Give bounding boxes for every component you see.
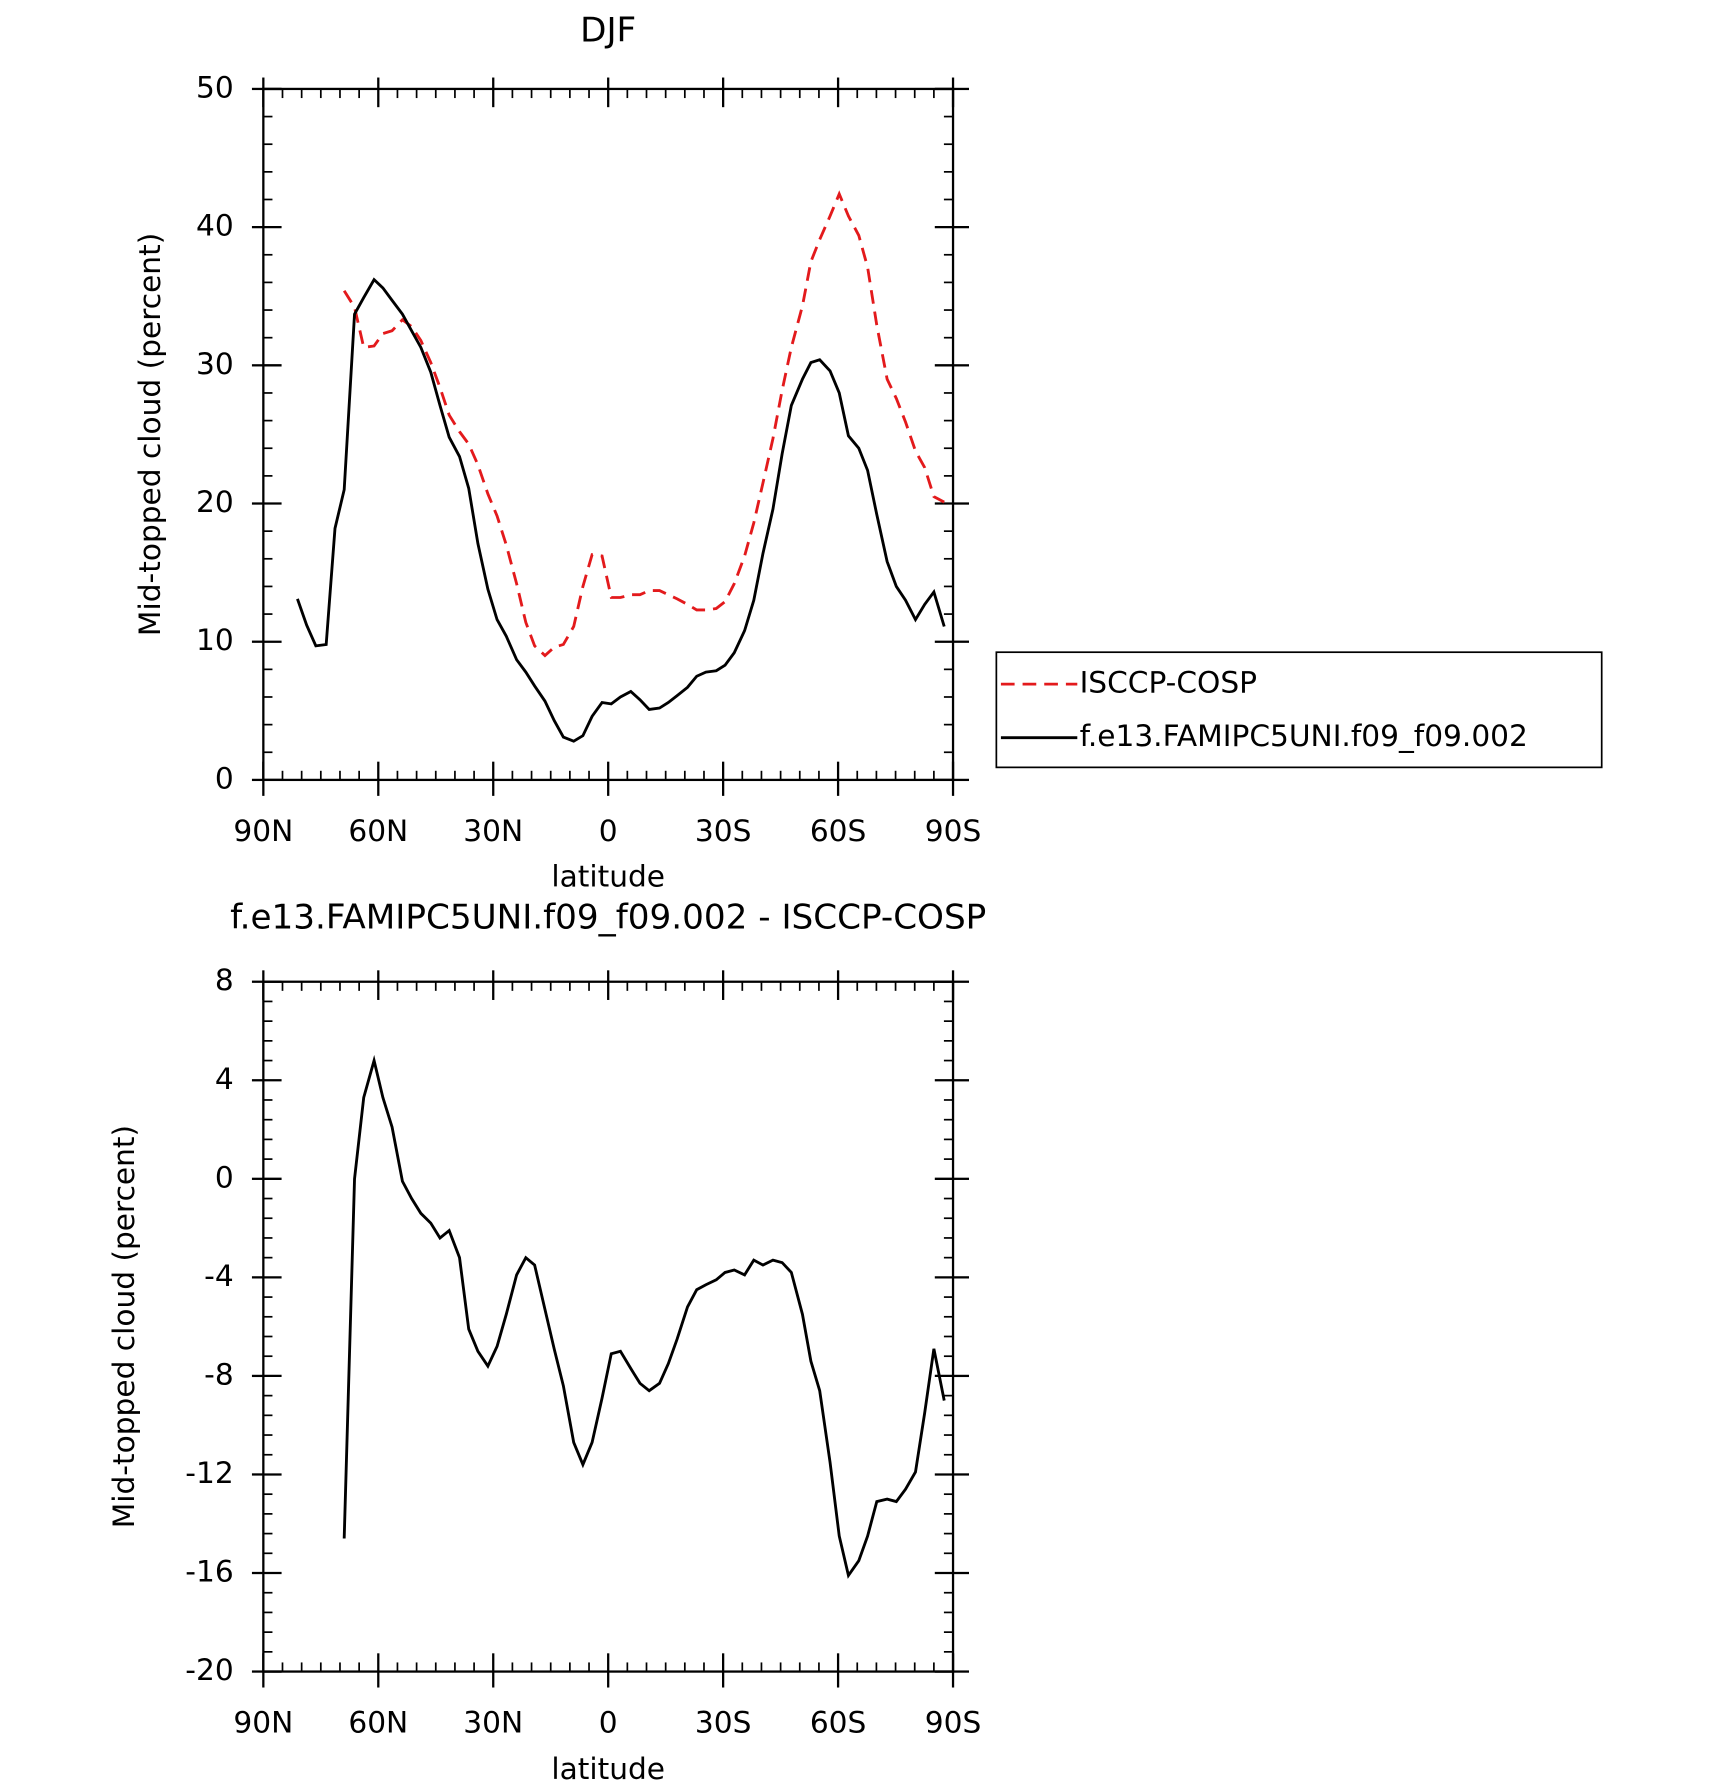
y-tick-label: 8	[215, 962, 234, 997]
y-axis-label: Mid-topped cloud (percent)	[106, 1125, 141, 1528]
data-line	[342, 1054, 946, 1579]
x-tick-label: 60N	[348, 813, 408, 848]
x-tick-label: 60S	[810, 1705, 867, 1740]
x-tick-label: 30S	[695, 1705, 752, 1740]
y-tick-label: 10	[196, 622, 234, 657]
y-tick-label: 4	[215, 1061, 234, 1096]
x-axis-label: latitude	[551, 1751, 665, 1786]
data-line	[342, 190, 945, 658]
x-tick-label: 0	[599, 813, 618, 848]
y-tick-label: -8	[204, 1356, 234, 1391]
legend-box	[995, 651, 1603, 769]
x-tick-label: 90N	[233, 813, 293, 848]
x-tick-label: 0	[599, 1705, 618, 1740]
y-tick-label: 50	[196, 69, 234, 104]
y-tick-label: 20	[196, 484, 234, 519]
y-tick-label: -4	[204, 1258, 234, 1293]
y-tick-label: -16	[185, 1554, 233, 1589]
x-tick-label: 90S	[925, 813, 982, 848]
x-tick-label: 60N	[348, 1705, 408, 1740]
y-tick-label: 30	[196, 346, 234, 381]
legend-label: ISCCP-COSP	[1080, 665, 1257, 700]
y-tick-label: -20	[185, 1652, 233, 1687]
y-tick-label: 0	[215, 760, 234, 795]
legend-label: f.e13.FAMIPC5UNI.f09_f09.002	[1080, 718, 1528, 753]
y-tick-label: 40	[196, 208, 234, 243]
x-tick-label: 30S	[695, 813, 752, 848]
y-axis-label: Mid-topped cloud (percent)	[132, 233, 167, 636]
y-tick-label: 0	[215, 1159, 234, 1194]
chart-title: f.e13.FAMIPC5UNI.f09_f09.002 - ISCCP-COS…	[230, 898, 986, 938]
chart-title: DJF	[580, 10, 636, 50]
y-tick-label: -12	[185, 1455, 233, 1490]
x-tick-label: 90S	[925, 1705, 982, 1740]
x-tick-label: 60S	[810, 813, 867, 848]
x-tick-label: 30N	[463, 813, 523, 848]
x-tick-label: 90N	[233, 1705, 293, 1740]
x-tick-label: 30N	[463, 1705, 523, 1740]
x-axis-label: latitude	[551, 858, 665, 893]
data-line	[296, 277, 946, 743]
